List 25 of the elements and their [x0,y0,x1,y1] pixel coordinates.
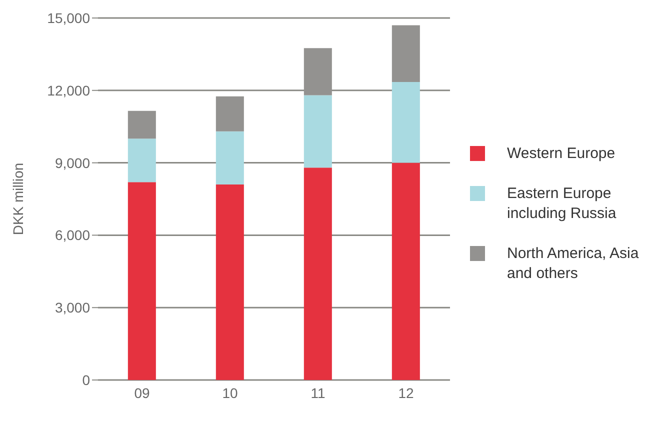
bar [216,131,244,185]
y-tick-label: 12,000 [47,82,90,98]
x-tick-label: 10 [222,384,238,401]
bar [128,138,156,182]
bar [392,25,420,82]
bar [216,96,244,132]
x-tick-label: 12 [398,384,414,401]
y-tick-label: 15,000 [47,10,90,26]
x-tick-label: 09 [134,384,150,401]
y-tick-label: 0 [82,372,90,388]
legend-label: Eastern Europe including Russia [507,184,618,224]
bar [304,95,332,168]
bar [216,184,244,380]
bar [128,182,156,380]
legend-label: Western Europe [507,144,616,164]
x-tick-label: 11 [310,384,326,401]
bar [392,162,420,380]
y-tick-label: 6,000 [54,227,90,244]
y-axis-title: DKK million [10,162,26,236]
legend-label: North America, Asia and others [507,244,640,284]
bar [128,110,156,139]
bar [304,168,332,380]
y-tick-label: 3,000 [54,300,90,316]
bar [392,82,420,163]
y-tick-label: 9,000 [54,154,90,171]
